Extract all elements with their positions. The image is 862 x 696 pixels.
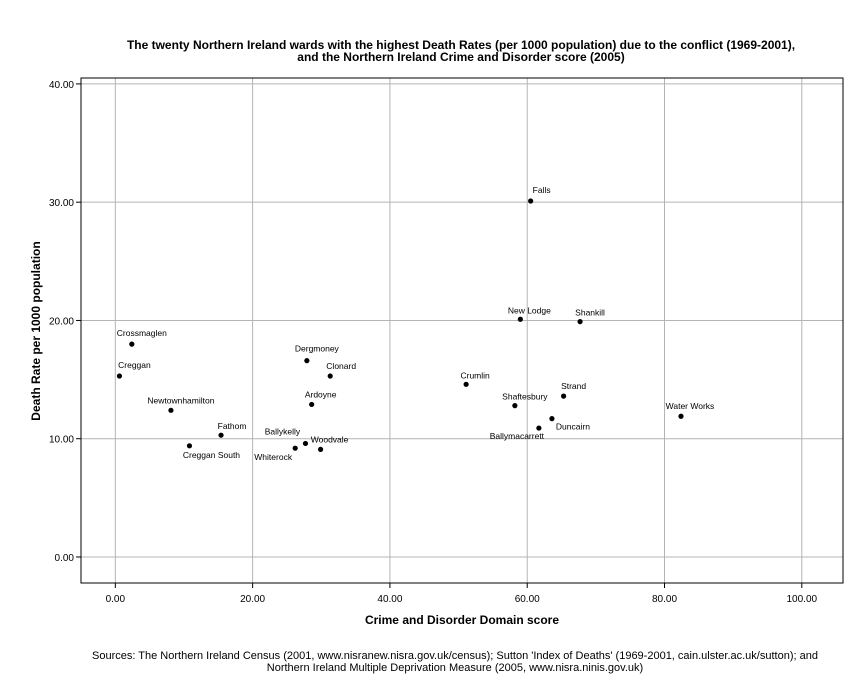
data-point [549, 416, 555, 422]
point-label: Newtownhamilton [147, 395, 214, 405]
x-tick-label: 60.00 [515, 594, 540, 605]
axis-ticks: 0.00 20.00 40.00 60.00 80.00 100.00 0.00 10.00 2… [49, 80, 818, 605]
chart-title-line-1: The twenty Northern Ireland wards with t… [127, 38, 795, 52]
point-label: Ardoyne [305, 389, 337, 399]
point-label: Crossmaglen [117, 328, 167, 338]
point-label: Strand [561, 381, 586, 391]
y-tick-label: 0.00 [55, 553, 75, 564]
point-label: Dergmoney [295, 344, 340, 354]
data-point [463, 381, 469, 387]
point-label: New Lodge [508, 305, 551, 315]
x-tick-label: 20.00 [240, 594, 265, 605]
data-point [292, 445, 298, 451]
point-label: Ballymacarrett [490, 431, 545, 441]
data-point [561, 393, 567, 399]
y-axis-label: Death Rate per 1000 population [29, 241, 43, 420]
data-point [577, 319, 583, 325]
point-label: Creggan South [183, 450, 240, 460]
point-label: Fathom [218, 421, 247, 431]
x-tick-label: 0.00 [106, 594, 126, 605]
data-point [116, 373, 123, 379]
sources-line-1: Sources: The Northern Ireland Census (20… [92, 650, 818, 662]
chart-title-line-2: and the Northern Ireland Crime and Disor… [297, 50, 624, 64]
data-point [302, 440, 309, 447]
plot-frame [80, 77, 844, 584]
data-point [218, 432, 224, 438]
data-point [528, 198, 534, 204]
data-point [304, 358, 310, 364]
point-label: Duncairn [556, 422, 590, 432]
point-label: Whiterock [254, 452, 293, 462]
y-tick-label: 10.00 [49, 435, 74, 446]
sources-note: Sources: The Northern Ireland Census (20… [60, 650, 850, 674]
x-axis-label: Crime and Disorder Domain score [365, 613, 559, 627]
point-label: Water Works [666, 401, 715, 411]
point-label: Falls [533, 185, 551, 195]
x-tick-label: 100.00 [787, 594, 818, 605]
point-label: Ballykelly [265, 426, 301, 436]
data-point [129, 341, 135, 347]
point-label: Crumlin [460, 370, 490, 380]
data-point [512, 402, 518, 409]
data-point [168, 407, 174, 413]
data-point [317, 446, 324, 452]
y-tick-label: 20.00 [49, 316, 74, 327]
point-label: Clonard [326, 361, 356, 371]
point-label: Shaftesbury [502, 392, 548, 402]
point-label: Woodvale [311, 434, 349, 444]
data-point [309, 401, 315, 408]
point-label: Shankill [575, 308, 605, 318]
y-tick-label: 40.00 [49, 80, 74, 91]
grid [81, 78, 843, 583]
data-point [186, 443, 193, 449]
sources-line-2: Northern Ireland Multiple Deprivation Me… [266, 662, 644, 674]
data-point [517, 316, 523, 322]
x-tick-label: 40.00 [377, 594, 402, 605]
x-tick-label: 80.00 [652, 594, 677, 605]
data-point [536, 425, 542, 431]
data-point [678, 413, 684, 419]
y-tick-label: 30.00 [49, 198, 74, 209]
data-points: Falls New Lodge Shankill Crossmaglen Dergmon… [117, 185, 715, 462]
point-label: Creggan [118, 360, 151, 370]
data-point [327, 373, 333, 379]
